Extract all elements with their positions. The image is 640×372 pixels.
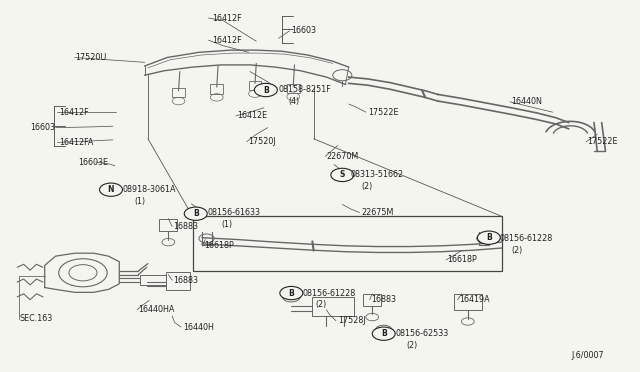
Text: 16412F: 16412F [59,108,88,117]
Text: B: B [193,209,198,218]
Text: 16618P: 16618P [204,241,234,250]
Bar [159,219,177,231]
Text: (1): (1) [134,197,145,206]
Text: 17528J: 17528J [338,316,365,325]
Bar [172,88,185,97]
Bar [140,275,166,285]
Text: 16412FA: 16412FA [59,138,93,147]
Text: 16440HA: 16440HA [138,305,175,314]
Bar [364,294,381,306]
Text: 17520J: 17520J [248,137,276,146]
Text: 08156-61228: 08156-61228 [302,289,355,298]
Bar [312,297,354,316]
Text: 16440H: 16440H [183,323,214,331]
Text: 22675M: 22675M [362,208,394,217]
Text: J.6/0007: J.6/0007 [572,350,604,360]
Text: B: B [263,86,269,94]
Bar [287,84,300,93]
Text: 22670M: 22670M [326,152,358,161]
Bar [248,81,261,90]
Text: B: B [381,329,387,338]
Text: 17522E: 17522E [588,137,618,146]
Text: 16412E: 16412E [237,111,268,121]
Text: 16440N: 16440N [511,97,542,106]
Text: (2): (2) [362,182,372,190]
Text: 08156-61633: 08156-61633 [207,208,260,218]
Circle shape [372,327,395,340]
Circle shape [254,83,277,97]
Text: 16412F: 16412F [212,36,241,45]
Text: 08313-51662: 08313-51662 [351,170,404,179]
Circle shape [477,231,500,244]
Bar [454,294,483,310]
Text: 16603: 16603 [30,123,55,132]
Circle shape [184,207,207,220]
Text: S: S [340,170,345,179]
Text: 16603E: 16603E [78,157,108,167]
Text: 08158-8251F: 08158-8251F [278,85,332,94]
Text: 08918-3061A: 08918-3061A [122,185,176,194]
Text: (2): (2) [406,341,417,350]
Text: 16883: 16883 [173,276,198,285]
Text: 16883: 16883 [173,222,198,231]
Text: 17522E: 17522E [368,108,398,117]
Circle shape [331,168,354,182]
Circle shape [280,286,303,300]
Circle shape [100,183,122,196]
Text: 08156-61228: 08156-61228 [500,234,553,243]
Text: SEC.163: SEC.163 [19,314,52,323]
Text: (4): (4) [288,97,300,106]
Text: 16419A: 16419A [459,295,490,304]
Text: (2): (2) [315,300,326,310]
Text: 08156-62533: 08156-62533 [395,329,449,338]
Text: 16883: 16883 [371,295,396,304]
Text: (1): (1) [221,220,232,229]
Text: (2): (2) [511,246,522,255]
Text: 16412F: 16412F [212,13,241,22]
Text: 16603: 16603 [291,26,316,35]
Bar [193,216,502,271]
Text: 17520U: 17520U [75,53,106,62]
Bar [166,272,190,290]
Text: 16618P: 16618P [447,255,477,264]
Bar [211,84,223,94]
Text: N: N [108,185,115,194]
Text: B: B [289,289,294,298]
Text: B: B [486,233,492,242]
